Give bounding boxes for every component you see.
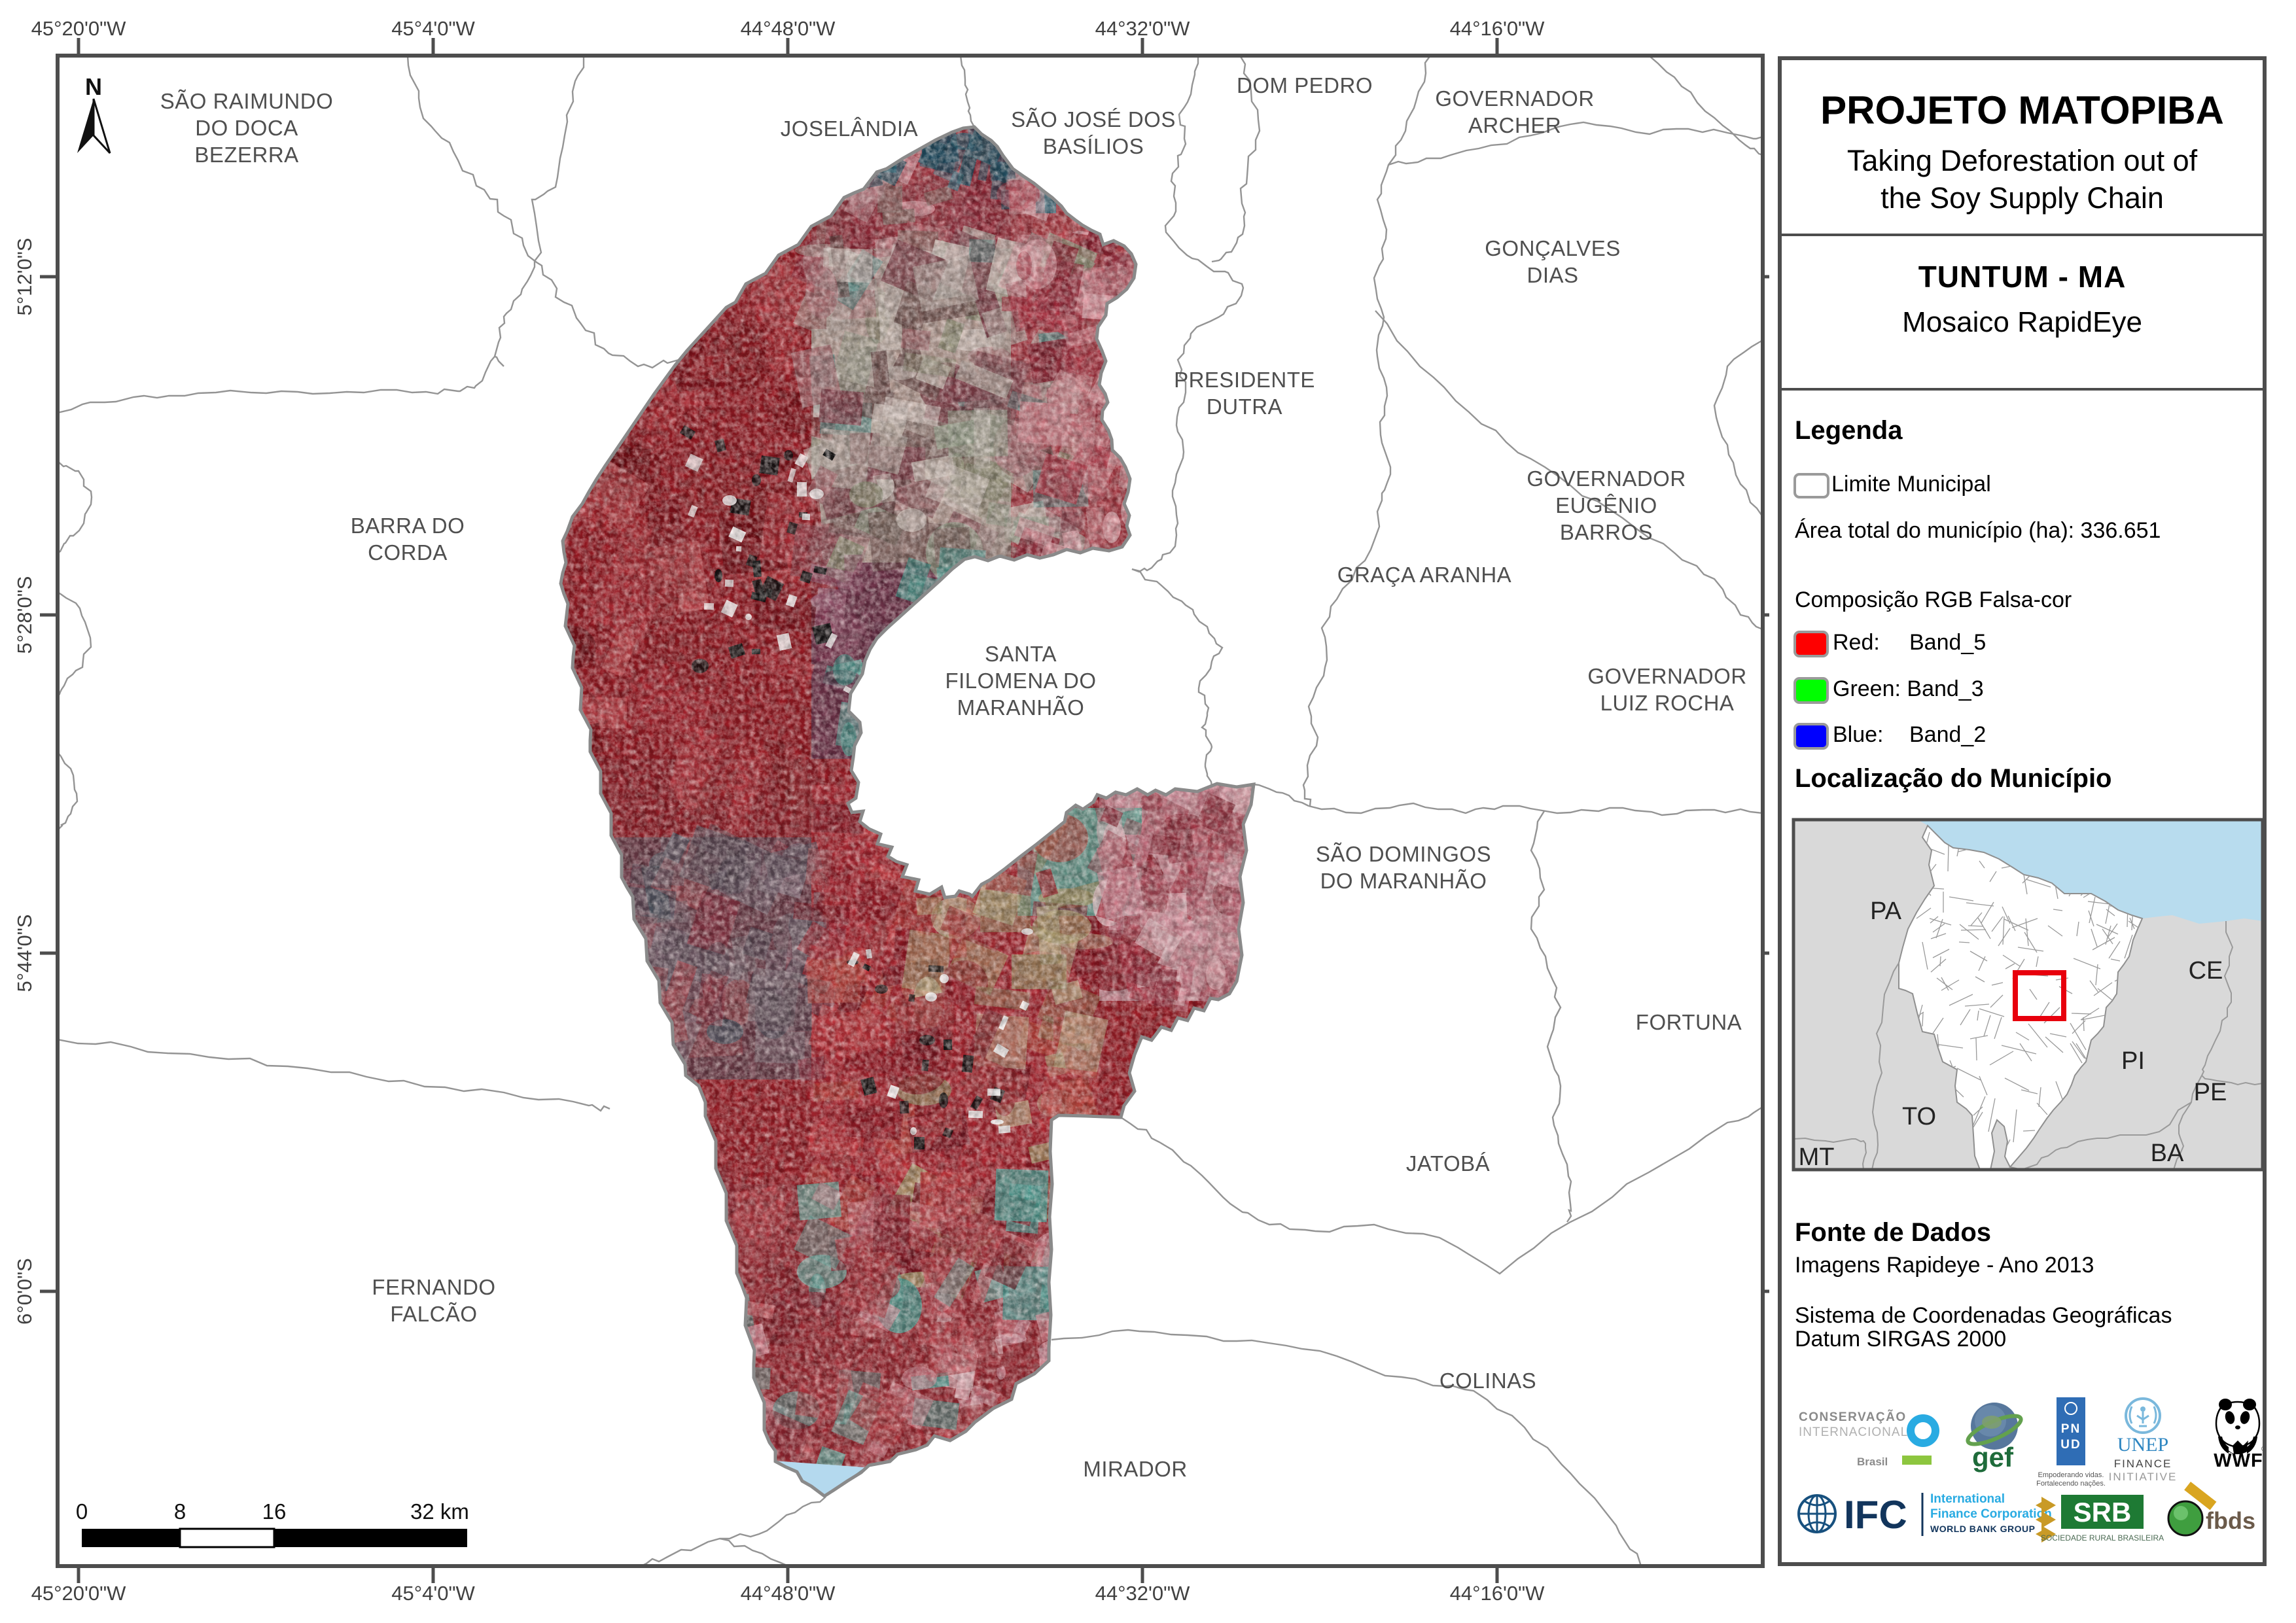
svg-text:MARANHÃO: MARANHÃO xyxy=(957,695,1085,720)
svg-text:FILOMENA DO: FILOMENA DO xyxy=(945,669,1096,693)
svg-text:N: N xyxy=(85,73,102,100)
svg-text:BARRA DO: BARRA DO xyxy=(351,514,465,538)
svg-text:5°28'0"S: 5°28'0"S xyxy=(13,576,36,654)
svg-text:PRESIDENTE: PRESIDENTE xyxy=(1174,368,1315,392)
svg-text:BEZERRA: BEZERRA xyxy=(194,143,298,167)
svg-text:PE: PE xyxy=(2194,1079,2227,1106)
svg-text:GOVERNADOR: GOVERNADOR xyxy=(1527,466,1686,491)
svg-text:DIAS: DIAS xyxy=(1527,263,1578,287)
svg-text:45°4'0"W: 45°4'0"W xyxy=(391,17,475,40)
svg-text:SRB: SRB xyxy=(2074,1497,2132,1527)
svg-text:BASÍLIOS: BASÍLIOS xyxy=(1043,134,1144,158)
svg-text:International: International xyxy=(1930,1492,2005,1506)
svg-text:Brasil: Brasil xyxy=(1857,1456,1888,1468)
svg-text:6°0'0"S: 6°0'0"S xyxy=(13,1258,36,1325)
svg-text:EUGÊNIO: EUGÊNIO xyxy=(1555,493,1657,517)
svg-text:32 km: 32 km xyxy=(410,1499,469,1524)
svg-text:44°48'0"W: 44°48'0"W xyxy=(741,17,836,40)
svg-text:0: 0 xyxy=(76,1499,88,1524)
svg-text:WORLD BANK GROUP: WORLD BANK GROUP xyxy=(1930,1524,2035,1534)
svg-text:45°4'0"W: 45°4'0"W xyxy=(391,1582,475,1605)
svg-text:Fortalecendo nações.: Fortalecendo nações. xyxy=(2036,1480,2106,1488)
svg-text:fbds: fbds xyxy=(2206,1507,2255,1534)
svg-text:MT: MT xyxy=(1799,1143,1835,1171)
svg-text:GOVERNADOR: GOVERNADOR xyxy=(1435,86,1594,111)
svg-text:gef: gef xyxy=(1972,1442,2014,1473)
svg-text:DOM PEDRO: DOM PEDRO xyxy=(1237,73,1373,97)
svg-text:UNEP: UNEP xyxy=(2117,1434,2168,1456)
svg-text:Empoderando vidas.: Empoderando vidas. xyxy=(2038,1471,2104,1479)
svg-text:44°16'0"W: 44°16'0"W xyxy=(1450,1582,1545,1605)
svg-text:JOSELÂNDIA: JOSELÂNDIA xyxy=(781,116,918,141)
svg-text:PI: PI xyxy=(2121,1047,2145,1075)
svg-text:CORDA: CORDA xyxy=(368,540,448,565)
svg-text:SOCIEDADE RURAL BRASILEIRA: SOCIEDADE RURAL BRASILEIRA xyxy=(2041,1533,2164,1543)
svg-text:CE: CE xyxy=(2189,957,2223,985)
svg-text:TO: TO xyxy=(1902,1103,1936,1130)
svg-text:IFC: IFC xyxy=(1844,1493,1907,1537)
svg-text:FALCÃO: FALCÃO xyxy=(390,1302,477,1326)
svg-text:WWF: WWF xyxy=(2214,1450,2263,1471)
svg-text:GONÇALVES: GONÇALVES xyxy=(1485,236,1620,260)
svg-text:BARROS: BARROS xyxy=(1560,520,1653,544)
svg-text:PN: PN xyxy=(2061,1422,2081,1436)
svg-text:FINANCE: FINANCE xyxy=(2114,1457,2172,1470)
svg-text:DO DOCA: DO DOCA xyxy=(195,116,298,140)
svg-text:GOVERNADOR: GOVERNADOR xyxy=(1587,664,1746,688)
svg-text:LUIZ ROCHA: LUIZ ROCHA xyxy=(1600,691,1735,715)
svg-text:BA: BA xyxy=(2151,1140,2184,1167)
svg-text:44°32'0"W: 44°32'0"W xyxy=(1095,17,1191,40)
svg-text:COLINAS: COLINAS xyxy=(1439,1369,1536,1393)
svg-text:DUTRA: DUTRA xyxy=(1207,394,1282,419)
svg-text:MIRADOR: MIRADOR xyxy=(1083,1457,1187,1481)
svg-text:Finance Corporation: Finance Corporation xyxy=(1930,1507,2052,1521)
svg-text:44°32'0"W: 44°32'0"W xyxy=(1095,1582,1191,1605)
svg-text:45°20'0"W: 45°20'0"W xyxy=(31,1582,127,1605)
svg-text:ARCHER: ARCHER xyxy=(1468,113,1561,137)
svg-text:5°44'0"S: 5°44'0"S xyxy=(13,915,36,992)
svg-text:DO MARANHÃO: DO MARANHÃO xyxy=(1320,869,1487,893)
svg-text:8: 8 xyxy=(174,1499,186,1524)
svg-text:FORTUNA: FORTUNA xyxy=(1636,1010,1742,1034)
svg-text:16: 16 xyxy=(262,1499,287,1524)
svg-text:CONSERVAÇÃO: CONSERVAÇÃO xyxy=(1799,1410,1907,1424)
svg-text:5°12'0"S: 5°12'0"S xyxy=(13,238,36,316)
svg-text:PA: PA xyxy=(1870,898,1902,925)
svg-text:44°16'0"W: 44°16'0"W xyxy=(1450,17,1545,40)
svg-text:INITIATIVE: INITIATIVE xyxy=(2109,1471,2178,1483)
svg-text:SÃO DOMINGOS: SÃO DOMINGOS xyxy=(1316,842,1491,866)
svg-text:44°48'0"W: 44°48'0"W xyxy=(741,1582,836,1605)
svg-text:INTERNACIONAL: INTERNACIONAL xyxy=(1799,1425,1908,1439)
svg-text:45°20'0"W: 45°20'0"W xyxy=(31,17,127,40)
svg-text:FERNANDO: FERNANDO xyxy=(372,1275,495,1299)
svg-text:SANTA: SANTA xyxy=(985,642,1057,666)
svg-text:SÃO RAIMUNDO: SÃO RAIMUNDO xyxy=(160,89,334,113)
svg-text:SÃO JOSÉ DOS: SÃO JOSÉ DOS xyxy=(1011,107,1176,131)
svg-text:UD: UD xyxy=(2060,1438,2081,1452)
svg-text:GRAÇA ARANHA: GRAÇA ARANHA xyxy=(1337,563,1511,587)
svg-text:JATOBÁ: JATOBÁ xyxy=(1406,1151,1490,1176)
